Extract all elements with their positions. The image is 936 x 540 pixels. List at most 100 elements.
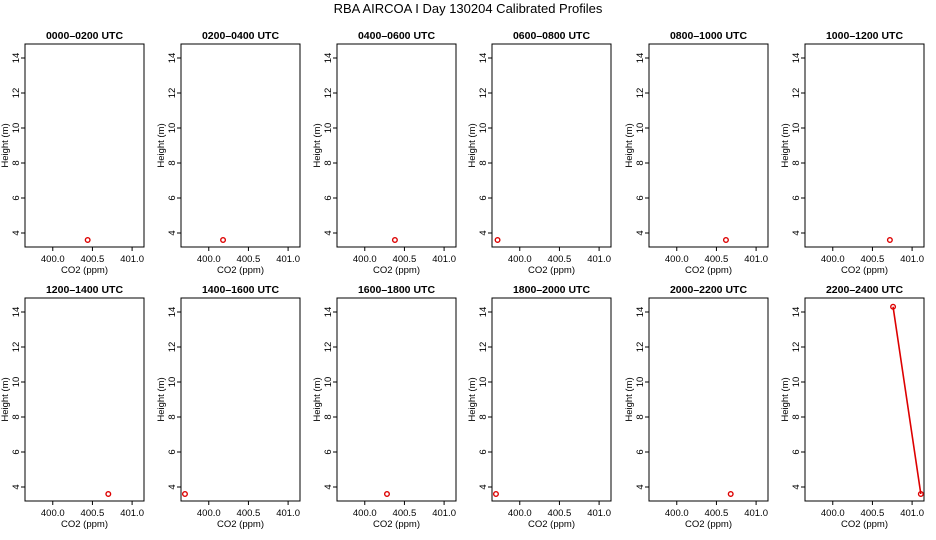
x-tick-label: 400.0	[197, 508, 221, 519]
x-tick-label: 401.0	[900, 508, 924, 519]
x-tick-label: 400.0	[197, 254, 221, 265]
y-tick-label: 10	[635, 123, 646, 134]
y-axis-label: Height (m)	[624, 123, 635, 167]
y-tick-label: 4	[635, 484, 646, 489]
x-tick-label: 401.0	[432, 254, 456, 265]
y-tick-label: 14	[478, 307, 489, 318]
y-tick-label: 12	[11, 342, 22, 353]
x-tick-label: 400.5	[861, 508, 885, 519]
y-tick-label: 6	[11, 449, 22, 454]
panel-title: 1400–1600 UTC	[202, 284, 279, 296]
x-tick-label: 400.0	[665, 508, 689, 519]
data-point	[391, 236, 398, 243]
y-tick-label: 10	[791, 123, 802, 134]
x-tick-label: 401.0	[276, 254, 300, 265]
plot-frame	[804, 297, 925, 502]
y-tick-label: 10	[478, 123, 489, 134]
plot-frame	[24, 297, 145, 502]
data-point	[383, 491, 390, 498]
x-tick-label: 401.0	[432, 508, 456, 519]
panel-3: 0400–0600 UTC 400.0 400.5 401.0 4 6 8 10 12 14 CO2…	[312, 30, 457, 276]
y-tick-label: 12	[323, 342, 334, 353]
x-tick-label: 400.5	[237, 508, 261, 519]
plot-frame	[648, 297, 769, 502]
y-tick-label: 6	[478, 195, 489, 200]
x-tick-label: 400.0	[41, 254, 65, 265]
data-point	[494, 236, 501, 243]
data-point	[492, 491, 499, 498]
data-point	[917, 491, 924, 498]
x-axis-label: CO2 (ppm)	[61, 265, 108, 276]
x-axis-label: CO2 (ppm)	[528, 265, 575, 276]
y-tick-label: 12	[167, 342, 178, 353]
panel-title: 0200–0400 UTC	[202, 30, 279, 42]
y-axis-label: Height (m)	[156, 377, 167, 421]
y-tick-label: 14	[11, 53, 22, 64]
plot-frame	[336, 43, 457, 248]
y-tick-label: 6	[478, 449, 489, 454]
x-tick-label: 400.5	[705, 508, 729, 519]
y-tick-label: 8	[635, 414, 646, 419]
panel-11: 2000–2200 UTC 400.0 400.5 401.0 4 6 8 10 12 14 CO2…	[624, 284, 769, 530]
y-tick-label: 4	[167, 484, 178, 489]
y-tick-label: 14	[635, 307, 646, 318]
y-tick-label: 12	[791, 88, 802, 99]
x-axis-label: CO2 (ppm)	[217, 265, 264, 276]
y-tick-label: 10	[323, 123, 334, 134]
y-tick-label: 6	[635, 195, 646, 200]
x-tick-label: 400.5	[548, 254, 572, 265]
y-tick-label: 14	[791, 307, 802, 318]
x-tick-label: 401.0	[744, 508, 768, 519]
y-tick-label: 12	[478, 88, 489, 99]
y-tick-label: 6	[11, 195, 22, 200]
x-axis-label: CO2 (ppm)	[373, 265, 420, 276]
data-point	[722, 236, 729, 243]
plot-frame	[804, 43, 925, 248]
data-point	[890, 303, 897, 310]
x-tick-label: 401.0	[587, 254, 611, 265]
y-tick-label: 12	[478, 342, 489, 353]
y-tick-label: 6	[323, 449, 334, 454]
y-tick-label: 8	[478, 414, 489, 419]
x-axis-label: CO2 (ppm)	[61, 519, 108, 530]
panel-title: 1000–1200 UTC	[826, 30, 903, 42]
figure-title: RBA AIRCOA I Day 130204 Calibrated Profi…	[334, 1, 603, 16]
y-tick-label: 14	[11, 307, 22, 318]
x-tick-label: 400.5	[548, 508, 572, 519]
x-tick-label: 400.0	[41, 508, 65, 519]
y-axis-label: Height (m)	[0, 123, 11, 167]
panel-12: 2200–2400 UTC 400.0 400.5 401.0 4 6 8 10 12 14 CO2…	[780, 284, 925, 530]
data-point	[181, 491, 188, 498]
plot-frame	[180, 43, 301, 248]
panel-title: 2200–2400 UTC	[826, 284, 903, 296]
plot-frame	[336, 297, 457, 502]
y-tick-label: 4	[791, 230, 802, 235]
x-tick-label: 400.0	[821, 254, 845, 265]
y-axis-label: Height (m)	[0, 377, 11, 421]
x-tick-label: 400.5	[861, 254, 885, 265]
y-tick-label: 14	[478, 53, 489, 64]
y-axis-label: Height (m)	[156, 123, 167, 167]
panel-9: 1600–1800 UTC 400.0 400.5 401.0 4 6 8 10 12 14 CO2…	[312, 284, 457, 530]
x-axis-label: CO2 (ppm)	[841, 519, 888, 530]
x-tick-label: 400.0	[665, 254, 689, 265]
x-tick-label: 400.0	[821, 508, 845, 519]
y-tick-label: 14	[167, 53, 178, 64]
x-tick-label: 400.5	[393, 508, 417, 519]
panel-4: 0600–0800 UTC 400.0 400.5 401.0 4 6 8 10 12 14 CO2…	[467, 30, 612, 276]
panel-10: 1800–2000 UTC 400.0 400.5 401.0 4 6 8 10 12 14 CO2…	[467, 284, 612, 530]
x-axis-label: CO2 (ppm)	[528, 519, 575, 530]
y-axis-label: Height (m)	[624, 377, 635, 421]
y-tick-label: 4	[167, 230, 178, 235]
y-tick-label: 6	[635, 449, 646, 454]
panel-title: 0800–1000 UTC	[670, 30, 747, 42]
y-axis-label: Height (m)	[780, 377, 791, 421]
x-tick-label: 400.5	[393, 254, 417, 265]
y-tick-label: 8	[167, 414, 178, 419]
panel-title: 1600–1800 UTC	[358, 284, 435, 296]
data-point	[886, 236, 893, 243]
y-tick-label: 10	[323, 377, 334, 388]
y-axis-label: Height (m)	[467, 123, 478, 167]
plot-frame	[491, 43, 612, 248]
x-axis-label: CO2 (ppm)	[217, 519, 264, 530]
